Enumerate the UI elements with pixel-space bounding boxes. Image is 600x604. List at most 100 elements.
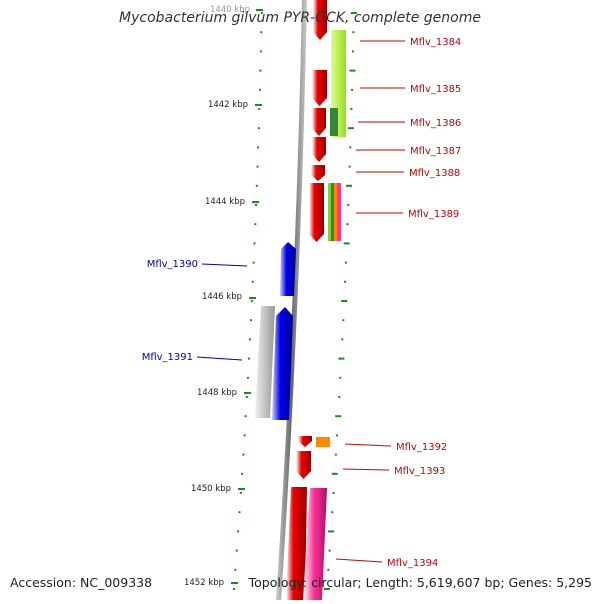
minor-tick — [258, 108, 261, 110]
bp-label: 1444 kbp — [205, 197, 245, 207]
gene-arrow-mflv-1388[interactable] — [311, 165, 325, 181]
minor-tick — [338, 357, 345, 360]
minor-tick — [260, 31, 263, 34]
minor-tick — [255, 184, 258, 187]
gene-arrow-mflv-1389[interactable] — [309, 183, 324, 242]
feature-stripe — [331, 183, 334, 241]
bp-ticks: 1440 kbp 1442 kbp 1444 kbp 1446 kbp 1448… — [184, 5, 263, 588]
minor-tick — [255, 204, 257, 206]
label-connector — [201, 263, 248, 267]
orange-feature — [316, 437, 330, 447]
feature-stripe — [334, 183, 337, 241]
gene-arrow-mflv-1393[interactable] — [296, 451, 311, 479]
minor-tick — [251, 280, 254, 283]
gene-arrow-mflv-1386[interactable] — [312, 108, 326, 136]
gene-label-mflv-1393[interactable]: Mflv_1393 — [394, 466, 445, 477]
inner-tick-rail — [232, 12, 263, 590]
minor-tick — [351, 88, 353, 91]
forward-features — [286, 0, 346, 600]
minor-tick — [252, 261, 255, 264]
minor-tick — [346, 223, 349, 226]
minor-tick — [349, 146, 352, 149]
gene-arrow-mflv-1391[interactable] — [272, 307, 293, 420]
feature-stripe — [337, 183, 341, 241]
minor-tick — [256, 165, 259, 168]
bp-label: 1440 kbp — [210, 5, 250, 15]
minor-tick — [259, 69, 262, 72]
bp-major-tick — [231, 582, 238, 584]
minor-tick — [238, 511, 241, 514]
gene-arrow-mflv-1385[interactable] — [312, 70, 327, 106]
label-connector — [335, 558, 383, 563]
minor-tick — [235, 549, 238, 552]
outer-tick-rail — [323, 12, 357, 590]
minor-tick — [331, 511, 334, 514]
minor-tick — [247, 357, 250, 360]
pink-feature — [303, 488, 327, 600]
map-title: Mycobacterium gilvum PYR-GCK, complete g… — [119, 10, 481, 26]
minor-tick — [237, 530, 240, 533]
minor-tick — [344, 280, 347, 283]
minor-tick — [232, 588, 235, 590]
label-connector — [344, 443, 392, 447]
bp-label: 1452 kbp — [184, 578, 224, 588]
bp-major-tick — [238, 488, 245, 490]
reverse-features — [255, 242, 296, 420]
gene-arrow-mflv-1394[interactable] — [286, 487, 307, 600]
minor-tick — [335, 415, 342, 418]
minor-tick — [234, 568, 237, 571]
grey-feature — [255, 306, 275, 418]
gene-label-mflv-1384[interactable]: Mflv_1384 — [410, 37, 461, 48]
minor-tick — [347, 127, 354, 130]
gene-label-mflv-1386[interactable]: Mflv_1386 — [410, 118, 461, 129]
minor-tick — [245, 396, 248, 398]
minor-tick — [347, 204, 350, 206]
gene-label-mflv-1392[interactable]: Mflv_1392 — [396, 442, 447, 453]
gene-label-mflv-1385[interactable]: Mflv_1385 — [410, 84, 461, 95]
bp-label: 1448 kbp — [197, 388, 237, 398]
gene-arrow-mflv-1387[interactable] — [312, 137, 326, 162]
minor-tick — [352, 31, 355, 34]
label-connector — [196, 356, 243, 361]
minor-tick — [343, 242, 350, 245]
feature-stripe — [324, 183, 328, 241]
gene-label-mflv-1394[interactable]: Mflv_1394 — [387, 558, 438, 569]
minor-tick — [257, 146, 260, 149]
minor-tick — [241, 472, 244, 475]
minor-tick — [258, 88, 261, 91]
minor-tick — [254, 223, 257, 226]
minor-tick — [243, 434, 246, 437]
gene-label-mflv-1389[interactable]: Mflv_1389 — [408, 209, 459, 220]
gene-arrow-mflv-1392[interactable] — [298, 436, 312, 447]
bp-label: 1442 kbp — [208, 100, 248, 110]
gene-label-mflv-1391[interactable]: Mflv_1391 — [142, 352, 193, 363]
label-connector — [342, 468, 390, 471]
minor-tick — [260, 12, 263, 14]
accession-text: Accession: NC_009338 — [10, 575, 153, 590]
minor-tick — [328, 530, 334, 533]
minor-tick — [334, 453, 337, 456]
minor-tick — [328, 549, 331, 552]
feature-stripe — [328, 183, 331, 241]
topology-text: Topology: circular; Length: 5,619,607 bp… — [248, 575, 592, 590]
minor-tick — [253, 242, 256, 245]
gene-arrow-mflv-1384[interactable] — [313, 0, 327, 40]
minor-tick — [259, 50, 262, 53]
minor-tick — [338, 396, 341, 398]
minor-tick — [339, 376, 342, 379]
minor-tick — [249, 319, 252, 322]
gene-label-mflv-1388[interactable]: Mflv_1388 — [409, 168, 460, 179]
minor-tick — [336, 434, 339, 437]
minor-tick — [331, 472, 338, 475]
minor-tick — [346, 184, 352, 187]
gene-arrow-mflv-1390[interactable] — [280, 242, 296, 296]
gene-label-mflv-1387[interactable]: Mflv_1387 — [410, 146, 461, 157]
minor-tick — [349, 69, 356, 72]
bp-major-tick — [252, 201, 259, 203]
gene-label-mflv-1390[interactable]: Mflv_1390 — [147, 259, 198, 270]
minor-tick — [344, 261, 347, 264]
minor-tick — [341, 338, 344, 341]
minor-tick — [348, 165, 351, 168]
